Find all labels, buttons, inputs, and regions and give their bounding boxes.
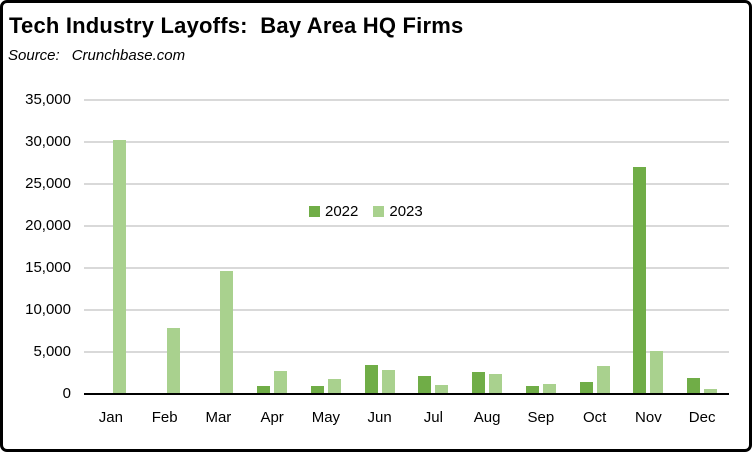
y-axis-tick-label: 10,000 [25,301,71,318]
bar-2022-sep [525,385,539,394]
legend-swatch-2022 [309,206,320,217]
x-axis-category-label: Mar [205,409,232,426]
legend: 2022 2023 [309,204,423,219]
x-axis-category-label: Nov [635,409,662,426]
x-axis-category-label: Jul [423,409,443,426]
bar-2022-aug [472,372,486,394]
legend-label-2022: 2022 [325,203,359,220]
y-axis-tick-label: 35,000 [25,91,71,108]
x-axis-category-label: Oct [582,409,607,426]
bar-2023-aug [489,373,503,394]
bar-2023-oct [596,366,610,394]
bar-2022-jun [364,364,378,394]
chart-source: Source: Crunchbase.com [8,47,185,64]
y-axis-tick-label: 30,000 [25,133,71,150]
y-axis-tick-label: 25,000 [25,175,71,192]
plot-area: 0 5,000 10,000 15,000 20,000 25,000 30,000 35,0… [3,3,749,449]
y-axis-tick-label: 15,000 [25,259,71,276]
gridline-35000 [84,99,729,101]
bar-2023-dec [704,388,718,394]
bar-2022-oct [579,382,593,394]
bar-2023-jul [435,384,449,394]
bar-2023-apr [274,371,288,394]
bar-2023-nov [650,351,664,394]
x-axis-category-label: May [311,409,341,426]
x-axis-line [84,393,729,395]
bar-2023-jan [112,140,126,394]
x-axis-category-label: Feb [151,409,178,426]
bar-2022-dec [687,378,701,394]
x-axis-category-label: Jun [367,409,392,426]
bar-2022-nov [633,167,647,394]
source-label: Source: [8,47,60,64]
y-axis-tick-label: 20,000 [25,217,71,234]
legend-swatch-2023 [373,206,385,217]
bar-2023-sep [542,383,556,394]
x-axis-category-label: Apr [260,409,284,426]
gridline-20000 [84,225,729,227]
bar-2023-jun [381,369,395,394]
bar-2022-jul [418,376,432,394]
chart-title: Tech Industry Layoffs: Bay Area HQ Firms [9,13,464,38]
gridline-10000 [84,309,729,311]
gridline-5000 [84,351,729,353]
y-axis-tick-label: 5,000 [33,343,71,360]
source-value: Crunchbase.com [71,47,186,64]
legend-item-2022: 2022 [309,204,358,219]
x-axis-category-label: Jan [98,409,123,426]
legend-label-2023: 2023 [389,203,423,220]
x-axis-category-label: Sep [527,409,555,426]
y-axis-tick-label: 0 [62,385,71,402]
bar-2022-apr [257,385,271,394]
gridline-30000 [84,141,729,143]
bar-2023-feb [166,328,180,394]
legend-item-2023: 2023 [373,203,423,220]
x-axis-category-label: Dec [688,409,716,426]
x-axis-category-label: Aug [473,409,501,426]
bar-2023-mar [220,270,234,394]
gridline-15000 [84,267,729,269]
gridline-25000 [84,183,729,185]
bar-2022-may [310,386,324,394]
bar-2023-may [327,378,341,394]
